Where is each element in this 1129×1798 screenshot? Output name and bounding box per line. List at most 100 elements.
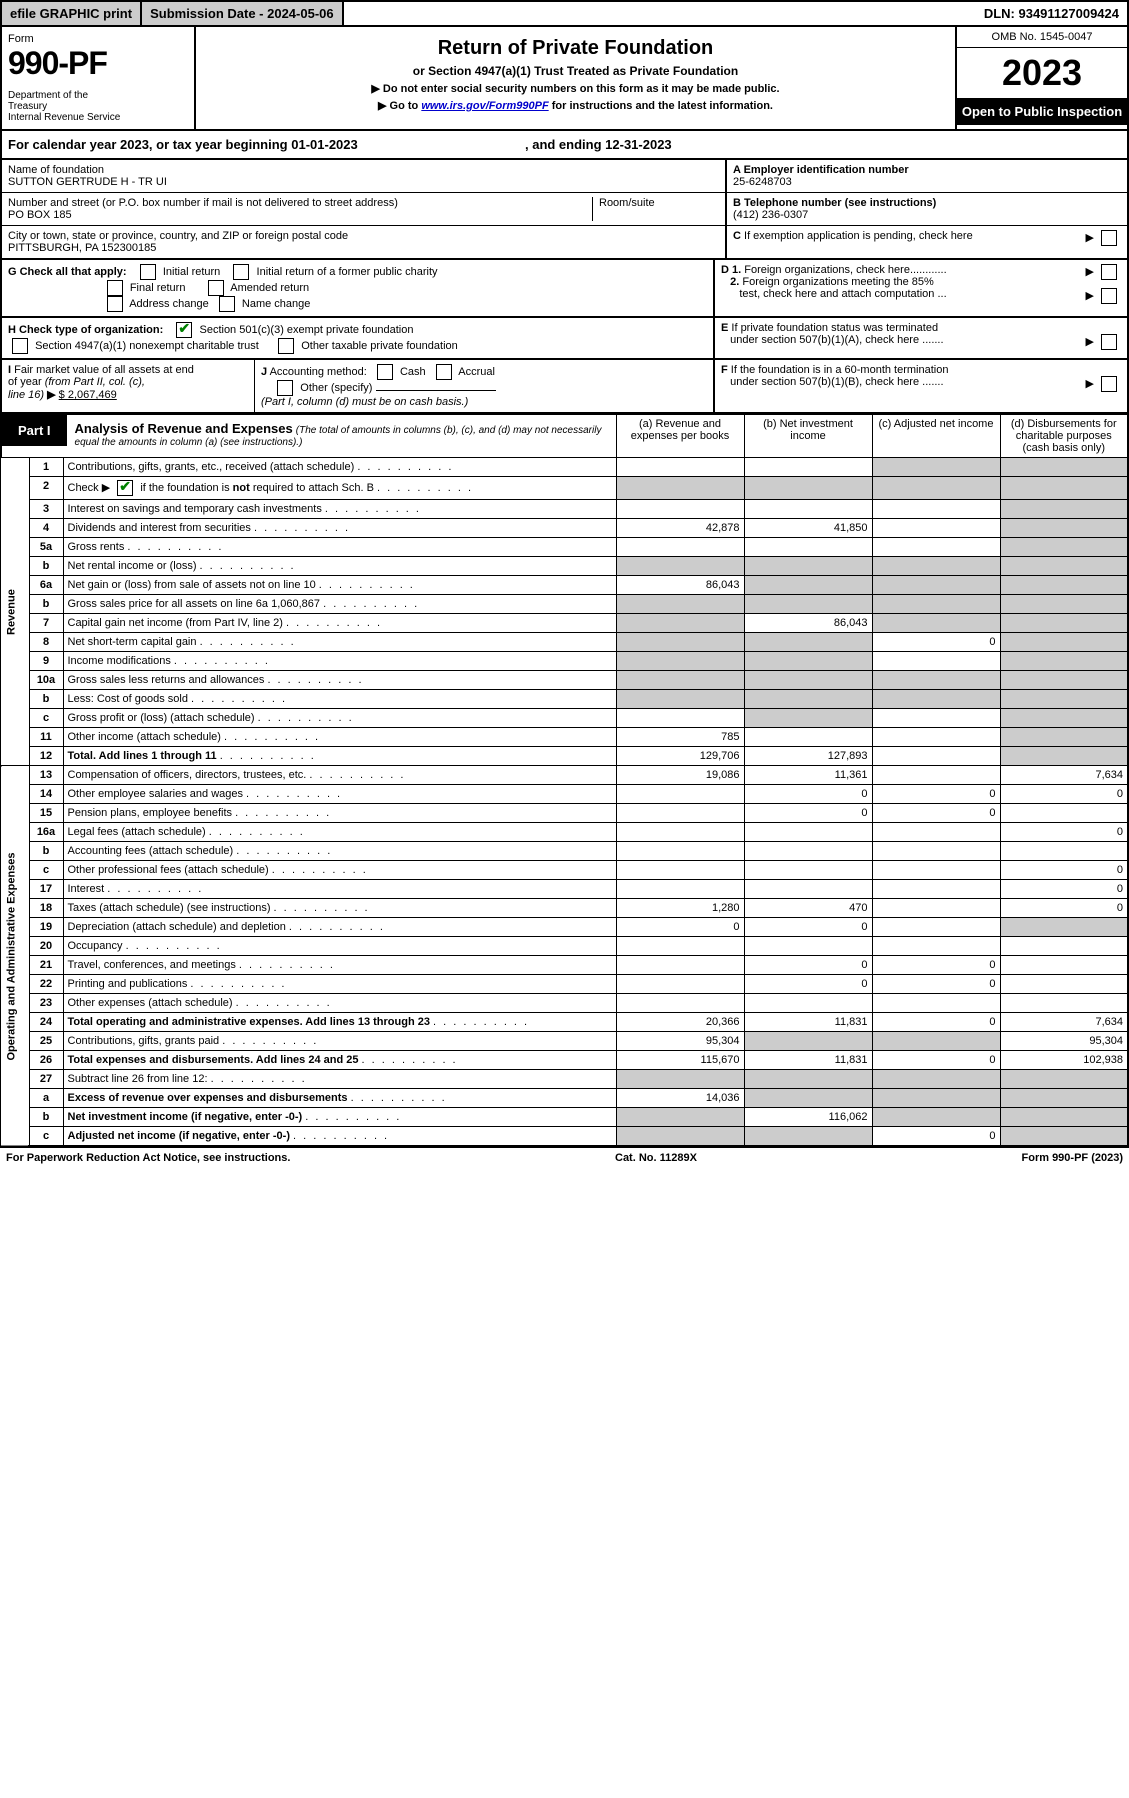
amt-a xyxy=(616,880,744,899)
section-f: F If the foundation is in a 60-month ter… xyxy=(715,360,1127,412)
j-accrual-checkbox[interactable] xyxy=(436,364,452,380)
amt-a xyxy=(616,538,744,557)
line-number: 21 xyxy=(29,956,63,975)
line-number: 19 xyxy=(29,918,63,937)
row-h-e: H Check type of organization: Section 50… xyxy=(0,318,1129,360)
amt-b xyxy=(744,500,872,519)
foundation-name: Name of foundation SUTTON GERTRUDE H - T… xyxy=(2,160,725,192)
dln: DLN: 93491127009424 xyxy=(976,2,1127,25)
amt-b: 0 xyxy=(744,804,872,823)
sch-b-checkbox[interactable] xyxy=(117,480,133,496)
ein: A Employer identification number 25-6248… xyxy=(727,160,1127,192)
amt-a xyxy=(616,709,744,728)
amt-c xyxy=(872,519,1000,538)
amt-c xyxy=(872,728,1000,747)
line-desc: Other expenses (attach schedule) xyxy=(63,994,616,1013)
table-row: bNet investment income (if negative, ent… xyxy=(1,1108,1128,1127)
d1-checkbox[interactable] xyxy=(1101,264,1117,280)
line-desc: Net investment income (if negative, ente… xyxy=(63,1108,616,1127)
h-other-checkbox[interactable] xyxy=(278,338,294,354)
amt-b xyxy=(744,671,872,690)
line-desc: Less: Cost of goods sold xyxy=(63,690,616,709)
table-row: 8Net short-term capital gain 0 xyxy=(1,633,1128,652)
amt-b xyxy=(744,458,872,477)
g-address-checkbox[interactable] xyxy=(107,296,123,312)
amt-d xyxy=(1000,975,1128,994)
phone: B Telephone number (see instructions) (4… xyxy=(727,192,1127,225)
line-number: 13 xyxy=(29,766,63,785)
amt-d: 7,634 xyxy=(1000,1013,1128,1032)
amt-a: 1,280 xyxy=(616,899,744,918)
amt-a: 115,670 xyxy=(616,1051,744,1070)
amt-a: 95,304 xyxy=(616,1032,744,1051)
amt-a xyxy=(616,633,744,652)
amt-b: 86,043 xyxy=(744,614,872,633)
table-row: 2Check ▶ if the foundation is not requir… xyxy=(1,477,1128,500)
c-checkbox[interactable] xyxy=(1101,230,1117,246)
amt-d: 95,304 xyxy=(1000,1032,1128,1051)
line-number: 11 xyxy=(29,728,63,747)
efile-label: efile GRAPHIC print xyxy=(2,2,142,25)
amt-b xyxy=(744,709,872,728)
table-row: bLess: Cost of goods sold xyxy=(1,690,1128,709)
amt-d xyxy=(1000,804,1128,823)
line-number: 9 xyxy=(29,652,63,671)
line-desc: Other income (attach schedule) xyxy=(63,728,616,747)
j-other-checkbox[interactable] xyxy=(277,380,293,396)
line-number: 5a xyxy=(29,538,63,557)
amt-b: 0 xyxy=(744,975,872,994)
col-b: (b) Net investment income xyxy=(744,415,872,458)
amt-d xyxy=(1000,614,1128,633)
amt-a xyxy=(616,804,744,823)
j-cash-checkbox[interactable] xyxy=(377,364,393,380)
amt-b xyxy=(744,1089,872,1108)
amt-a xyxy=(616,823,744,842)
amt-d xyxy=(1000,576,1128,595)
row-g-d: G Check all that apply: Initial return I… xyxy=(0,260,1129,318)
amt-a xyxy=(616,1108,744,1127)
amt-b xyxy=(744,652,872,671)
amt-b: 0 xyxy=(744,785,872,804)
amt-c xyxy=(872,823,1000,842)
line-desc: Other employee salaries and wages xyxy=(63,785,616,804)
line-desc: Other professional fees (attach schedule… xyxy=(63,861,616,880)
amt-b xyxy=(744,880,872,899)
amt-a: 129,706 xyxy=(616,747,744,766)
amt-a xyxy=(616,1127,744,1147)
line-desc: Compensation of officers, directors, tru… xyxy=(63,766,616,785)
h-4947-checkbox[interactable] xyxy=(12,338,28,354)
amt-c xyxy=(872,614,1000,633)
line-number: 25 xyxy=(29,1032,63,1051)
line-number: 14 xyxy=(29,785,63,804)
h-501c3-checkbox[interactable] xyxy=(176,322,192,338)
g-amended-checkbox[interactable] xyxy=(208,280,224,296)
table-row: 17Interest 0 xyxy=(1,880,1128,899)
amt-b: 11,831 xyxy=(744,1051,872,1070)
amt-b xyxy=(744,1070,872,1089)
amt-b xyxy=(744,994,872,1013)
d2-checkbox[interactable] xyxy=(1101,288,1117,304)
g-name-checkbox[interactable] xyxy=(219,296,235,312)
amt-c xyxy=(872,576,1000,595)
amt-b xyxy=(744,823,872,842)
g-initial-former-checkbox[interactable] xyxy=(233,264,249,280)
line-number: 12 xyxy=(29,747,63,766)
amt-c: 0 xyxy=(872,785,1000,804)
table-row: bGross sales price for all assets on lin… xyxy=(1,595,1128,614)
line-desc: Interest xyxy=(63,880,616,899)
irs-link[interactable]: www.irs.gov/Form990PF xyxy=(421,100,548,112)
g-final-checkbox[interactable] xyxy=(107,280,123,296)
amt-b xyxy=(744,728,872,747)
g-initial-checkbox[interactable] xyxy=(140,264,156,280)
amt-a xyxy=(616,690,744,709)
amt-d xyxy=(1000,937,1128,956)
line-desc: Gross sales price for all assets on line… xyxy=(63,595,616,614)
f-checkbox[interactable] xyxy=(1101,376,1117,392)
foundation-city: City or town, state or province, country… xyxy=(2,225,725,258)
line-number: 4 xyxy=(29,519,63,538)
table-row: bNet rental income or (loss) xyxy=(1,557,1128,576)
section-d: D 1. Foreign organizations, check here..… xyxy=(715,260,1127,316)
line-number: b xyxy=(29,690,63,709)
e-checkbox[interactable] xyxy=(1101,334,1117,350)
line-desc: Occupancy xyxy=(63,937,616,956)
